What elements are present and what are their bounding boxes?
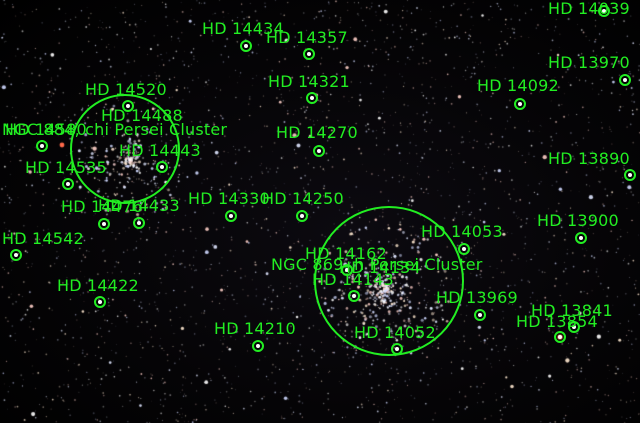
star-label-hd14433: HD 14433 (98, 196, 180, 215)
star-marker-hd14143 (348, 290, 360, 302)
star-marker-hd14330 (225, 210, 237, 222)
star-marker-hd14210 (252, 340, 264, 352)
star-label-hd14092: HD 14092 (477, 76, 559, 95)
star-marker-hd13970 (619, 74, 631, 86)
star-label-hd13969: HD 13969 (436, 288, 518, 307)
cluster-label-ngc869: NGC 869, h Persei Cluster (271, 255, 483, 274)
star-marker-hd13890 (624, 169, 636, 181)
star-label-hd13890: HD 13890 (548, 149, 630, 168)
star-label-hd14162: HD 14162 (305, 244, 387, 263)
star-marker-hd14134 (341, 264, 353, 276)
star-marker-hd14422 (94, 296, 106, 308)
star-marker-hd14433 (133, 217, 145, 229)
star-label-hd14270: HD 14270 (276, 123, 358, 142)
star-label-hd13841: HD 13841 (531, 301, 613, 320)
star-label-hd13970: HD 13970 (548, 53, 630, 72)
star-marker-hd14443 (156, 161, 168, 173)
star-label-hd14134: HD 14134 (339, 258, 421, 277)
star-label-hd14250: HD 14250 (262, 189, 344, 208)
star-label-hd14520: HD 14520 (85, 80, 167, 99)
star-marker-hd14542 (10, 249, 22, 261)
star-marker-hd13854 (554, 331, 566, 343)
star-marker-hd13900 (575, 232, 587, 244)
star-label-hd14443: HD 14443 (119, 141, 201, 160)
star-label-hd14488: HD 14488 (101, 106, 183, 125)
star-marker-hd14270 (313, 145, 325, 157)
star-marker-hd14321 (306, 92, 318, 104)
star-label-hd14039: HD 14039 (548, 0, 630, 18)
star-label-hd14542: HD 14542 (2, 229, 84, 248)
star-marker-hd14053 (458, 243, 470, 255)
star-label-hd14422: HD 14422 (57, 276, 139, 295)
star-label-hd14580: HD 14580 (5, 120, 87, 139)
star-label-hd14476: HD 14476 (61, 197, 143, 216)
star-marker-hd14039 (598, 5, 610, 17)
star-marker-hd14580 (36, 140, 48, 152)
cluster-circle-ngc869 (314, 206, 464, 356)
cluster-circle-ngc884 (70, 94, 180, 204)
star-label-hd14053: HD 14053 (421, 222, 503, 241)
star-label-hd14143: HD 14143 (312, 270, 394, 289)
star-label-hd14357: HD 14357 (266, 28, 348, 47)
star-label-hd14210: HD 14210 (214, 319, 296, 338)
star-marker-hd14092 (514, 98, 526, 110)
star-label-hd14434: HD 14434 (202, 19, 284, 38)
star-marker-hd14052 (391, 343, 403, 355)
star-label-hd14052: HD 14052 (354, 323, 436, 342)
star-marker-hd14250 (296, 210, 308, 222)
cluster-label-ngc884: NGC 884, chi Persei Cluster (2, 120, 228, 139)
star-marker-hd14520 (122, 100, 134, 112)
star-label-hd14321: HD 14321 (268, 72, 350, 91)
star-marker-hd14535 (62, 178, 74, 190)
star-marker-hd14476 (98, 218, 110, 230)
star-marker-hd13841 (568, 321, 580, 333)
star-marker-hd14434 (240, 40, 252, 52)
star-label-hd13900: HD 13900 (537, 211, 619, 230)
star-label-hd14535: HD 14535 (25, 158, 107, 177)
star-marker-hd14357 (303, 48, 315, 60)
star-label-hd14330: HD 14330 (188, 189, 270, 208)
star-marker-hd13969 (474, 309, 486, 321)
star-label-hd13854: HD 13854 (516, 312, 598, 331)
